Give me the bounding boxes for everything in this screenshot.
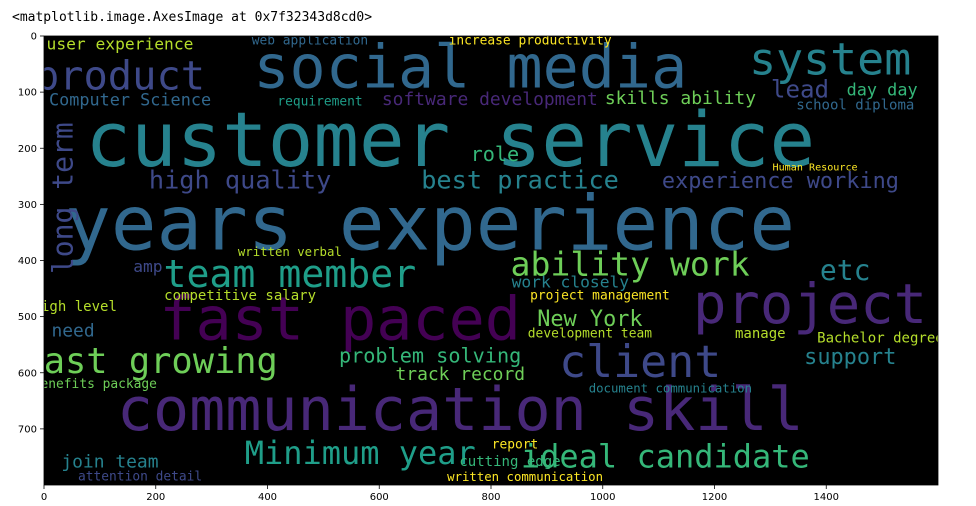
y-tick-label: 600 [18,368,37,379]
word: best practice [421,166,619,195]
word: written communication [447,470,603,484]
word: competitive salary [164,288,316,304]
word: problem solving [339,343,521,367]
word: years experience [65,179,795,267]
word: document communication [589,381,752,395]
word: benefits package [33,377,157,392]
y-tick-label: 200 [18,144,37,155]
word: cutting edge [459,454,560,470]
word: manage [735,326,786,342]
word: software development [382,89,598,110]
word: support [804,345,896,370]
word: join team [61,451,158,472]
word: high level [33,299,117,315]
y-tick-label: 0 [31,32,37,43]
word: report [492,438,539,453]
word: New York [537,307,642,332]
word: increase productivity [449,34,612,49]
x-tick-label: 1000 [590,492,615,503]
word: client [559,335,721,388]
y-tick-label: 100 [18,88,37,99]
x-tick-label: 0 [41,492,47,503]
word: development team [528,327,652,342]
word: product [35,51,205,99]
word: system [749,33,911,86]
word: experience working [662,169,899,194]
word: track record [395,364,525,385]
word: ability work [511,244,750,283]
word: requirement [277,95,362,110]
y-tick-label: 500 [18,312,37,323]
word: school diploma [796,98,914,114]
output-text: <matplotlib.image.AxesImage at 0x7f32343… [12,10,373,25]
word: high quality [149,166,331,195]
y-tick-label: 400 [18,256,37,267]
word: customer service [85,96,815,184]
word: amp [133,257,162,276]
word: long term [46,122,79,274]
word: need [51,321,94,342]
word: project management [530,288,670,303]
word: user experience [47,34,194,53]
word: fast growing [22,341,277,382]
word: written verbal [238,245,342,259]
word: fast paced [159,284,521,354]
y-tick-label: 300 [18,200,37,211]
word: communication skill [117,375,804,445]
x-tick-label: 1400 [814,492,839,503]
word: team member [163,252,416,296]
word: skills ability [605,88,756,109]
word: social media [253,32,687,102]
x-tick-label: 800 [481,492,500,503]
word: Human Resource [773,162,858,173]
word: etc [820,254,871,287]
word: day day [847,79,918,99]
x-tick-label: 1200 [702,492,727,503]
image-background [44,36,938,485]
y-tick-label: 700 [18,424,37,435]
word: web application [252,34,368,49]
word: Computer Science [49,89,211,109]
x-tick-label: 400 [258,492,277,503]
word: role [471,142,520,166]
x-tick-label: 600 [370,492,389,503]
word: Bachelor degree [817,331,944,347]
word: lead [771,75,829,103]
image: social media system customer serviceyears … [22,32,944,485]
x-tick-label: 200 [146,492,165,503]
word: ideal candidate [521,437,810,475]
word: attention detail [78,470,202,485]
word: work closely [512,272,630,291]
word: Minimum year [245,434,476,472]
word: project [693,272,927,337]
